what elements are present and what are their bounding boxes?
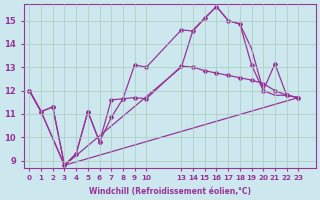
X-axis label: Windchill (Refroidissement éolien,°C): Windchill (Refroidissement éolien,°C) xyxy=(89,187,251,196)
